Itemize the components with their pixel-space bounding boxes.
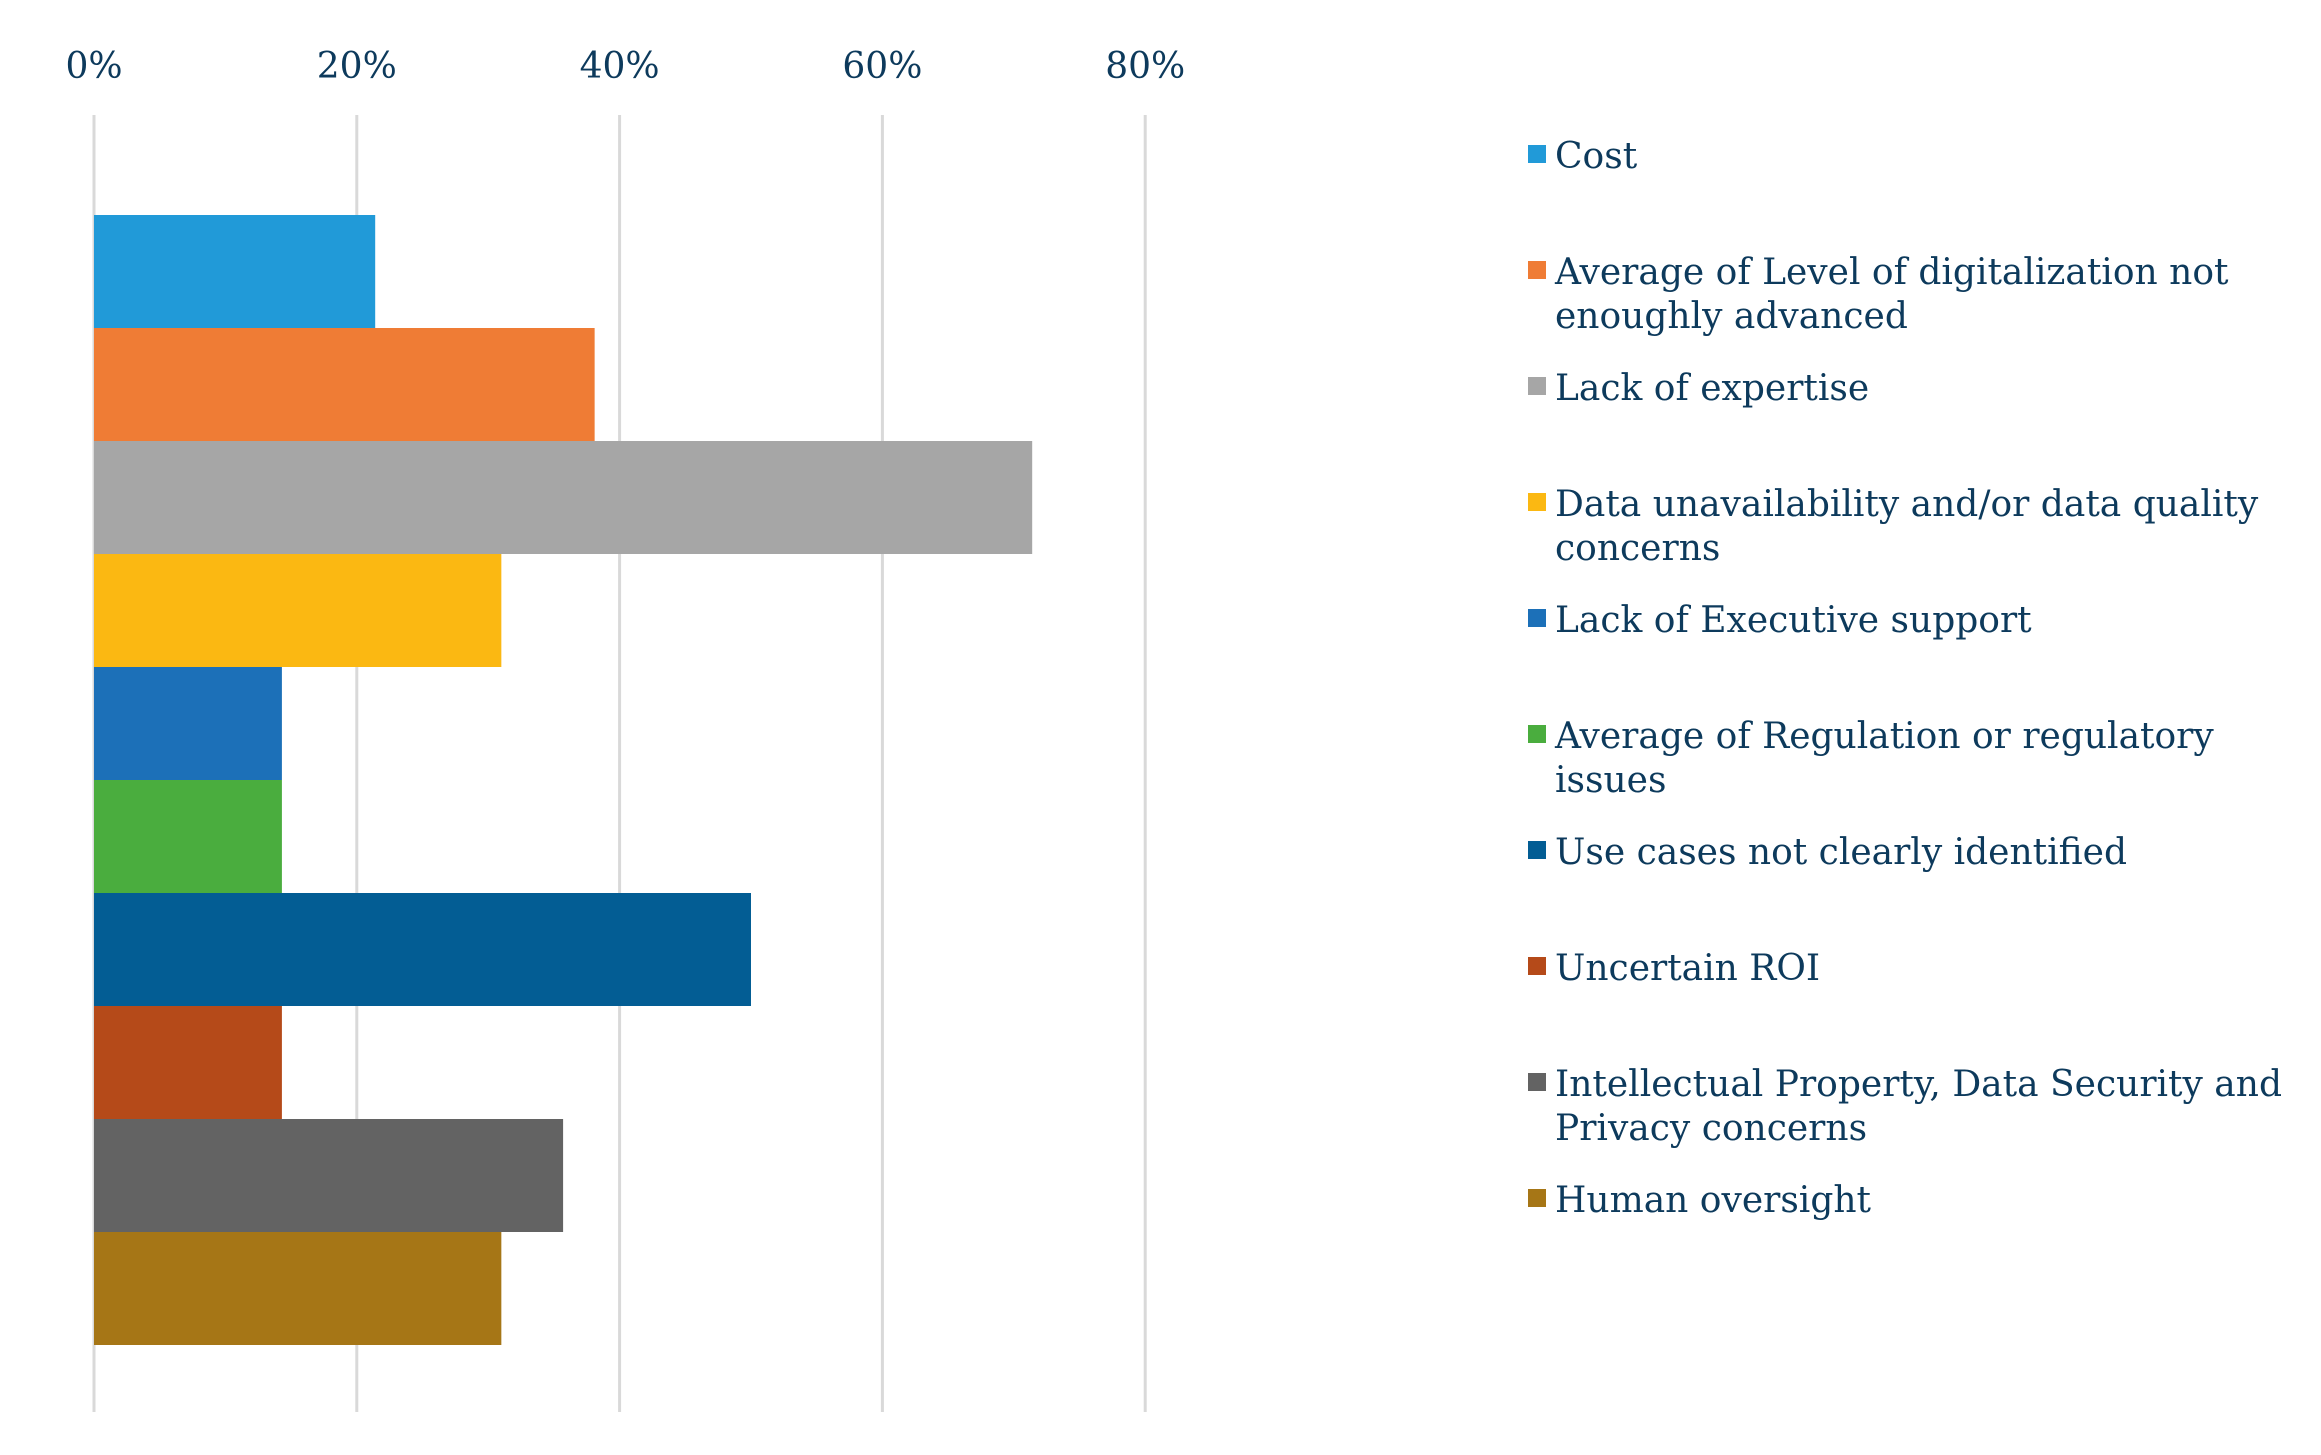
bar	[94, 1006, 282, 1119]
legend-label: Cost	[1555, 136, 1638, 177]
x-tick-label: 60%	[842, 46, 922, 87]
legend: Cost Average of Level of digitalization n…	[1528, 136, 2282, 1221]
legend-label: Average of Regulation or regulatory issue…	[1554, 716, 2214, 801]
x-tick-label: 0%	[65, 46, 122, 87]
legend-label: Intellectual Property, Data Security and…	[1555, 1064, 2282, 1149]
legend-label: Data unavailability and/or data quality c…	[1555, 484, 2259, 569]
bars	[94, 215, 1033, 1345]
bar	[94, 893, 751, 1006]
legend-label: Lack of expertise	[1555, 368, 1869, 409]
legend-swatch	[1528, 609, 1546, 627]
bar	[94, 554, 502, 667]
bar	[94, 780, 282, 893]
bar	[94, 1119, 564, 1232]
x-tick-label: 80%	[1105, 46, 1185, 87]
legend-swatch	[1528, 1073, 1546, 1091]
x-tick-label: 20%	[317, 46, 397, 87]
legend-swatch	[1528, 725, 1546, 743]
x-tick-label: 40%	[580, 46, 660, 87]
legend-label: Average of Level of digitalization not en…	[1554, 252, 2229, 337]
bar	[94, 328, 595, 441]
legend-swatch	[1528, 493, 1546, 511]
legend-swatch	[1528, 841, 1546, 859]
x-axis-ticks: 0% 20% 40% 60% 80%	[65, 46, 1185, 87]
legend-swatch	[1528, 261, 1546, 279]
legend-label: Lack of Executive support	[1555, 600, 2032, 641]
bar	[94, 667, 282, 780]
bar	[94, 1232, 502, 1345]
legend-swatch	[1528, 1189, 1546, 1207]
bar	[94, 441, 1033, 554]
legend-swatch	[1528, 377, 1546, 395]
legend-label: Use cases not clearly identified	[1555, 832, 2127, 873]
legend-swatch	[1528, 145, 1546, 163]
bar	[94, 215, 376, 328]
legend-swatch	[1528, 957, 1546, 975]
legend-label: Uncertain ROI	[1555, 948, 1820, 989]
legend-label: Human oversight	[1555, 1180, 1872, 1221]
